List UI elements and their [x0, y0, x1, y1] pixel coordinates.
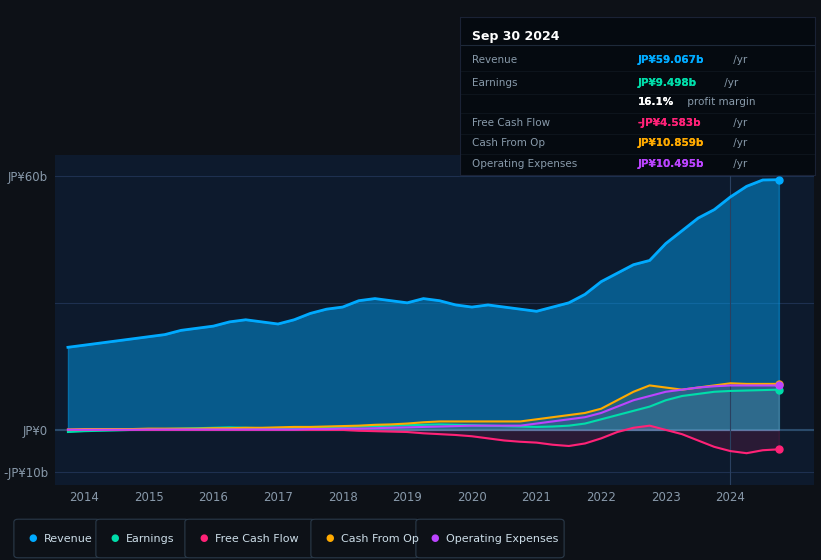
Text: Operating Expenses: Operating Expenses — [472, 159, 578, 169]
Text: /yr: /yr — [730, 159, 747, 169]
Text: Revenue: Revenue — [44, 534, 93, 544]
Text: profit margin: profit margin — [684, 97, 755, 108]
Text: 16.1%: 16.1% — [637, 97, 674, 108]
Text: /yr: /yr — [730, 55, 747, 64]
Text: Free Cash Flow: Free Cash Flow — [215, 534, 299, 544]
Text: JP¥59.067b: JP¥59.067b — [637, 55, 704, 64]
Text: JP¥9.498b: JP¥9.498b — [637, 78, 697, 88]
Text: JP¥10.859b: JP¥10.859b — [637, 138, 704, 148]
Text: /yr: /yr — [730, 118, 747, 128]
Text: ●: ● — [431, 534, 439, 544]
Text: JP¥10.495b: JP¥10.495b — [637, 159, 704, 169]
Text: -JP¥4.583b: -JP¥4.583b — [637, 118, 701, 128]
Text: ●: ● — [326, 534, 334, 544]
Text: Operating Expenses: Operating Expenses — [446, 534, 558, 544]
Text: Cash From Op: Cash From Op — [472, 138, 545, 148]
Text: Cash From Op: Cash From Op — [341, 534, 419, 544]
Text: /yr: /yr — [730, 138, 747, 148]
Text: JP¥59.067b: JP¥59.067b — [637, 55, 704, 64]
Text: -JP¥4.583b: -JP¥4.583b — [637, 118, 701, 128]
Text: JP¥10.859b: JP¥10.859b — [637, 138, 704, 148]
Text: /yr: /yr — [721, 78, 738, 88]
Text: Revenue: Revenue — [472, 55, 517, 64]
Text: Earnings: Earnings — [472, 78, 518, 88]
Text: Earnings: Earnings — [126, 534, 175, 544]
Text: JP¥10.495b: JP¥10.495b — [637, 159, 704, 169]
Text: Free Cash Flow: Free Cash Flow — [472, 118, 551, 128]
Text: 16.1%: 16.1% — [637, 97, 674, 108]
Text: JP¥9.498b: JP¥9.498b — [637, 78, 697, 88]
Text: Sep 30 2024: Sep 30 2024 — [472, 30, 560, 43]
Text: ●: ● — [29, 534, 37, 544]
Text: ●: ● — [200, 534, 209, 544]
Text: ●: ● — [111, 534, 119, 544]
